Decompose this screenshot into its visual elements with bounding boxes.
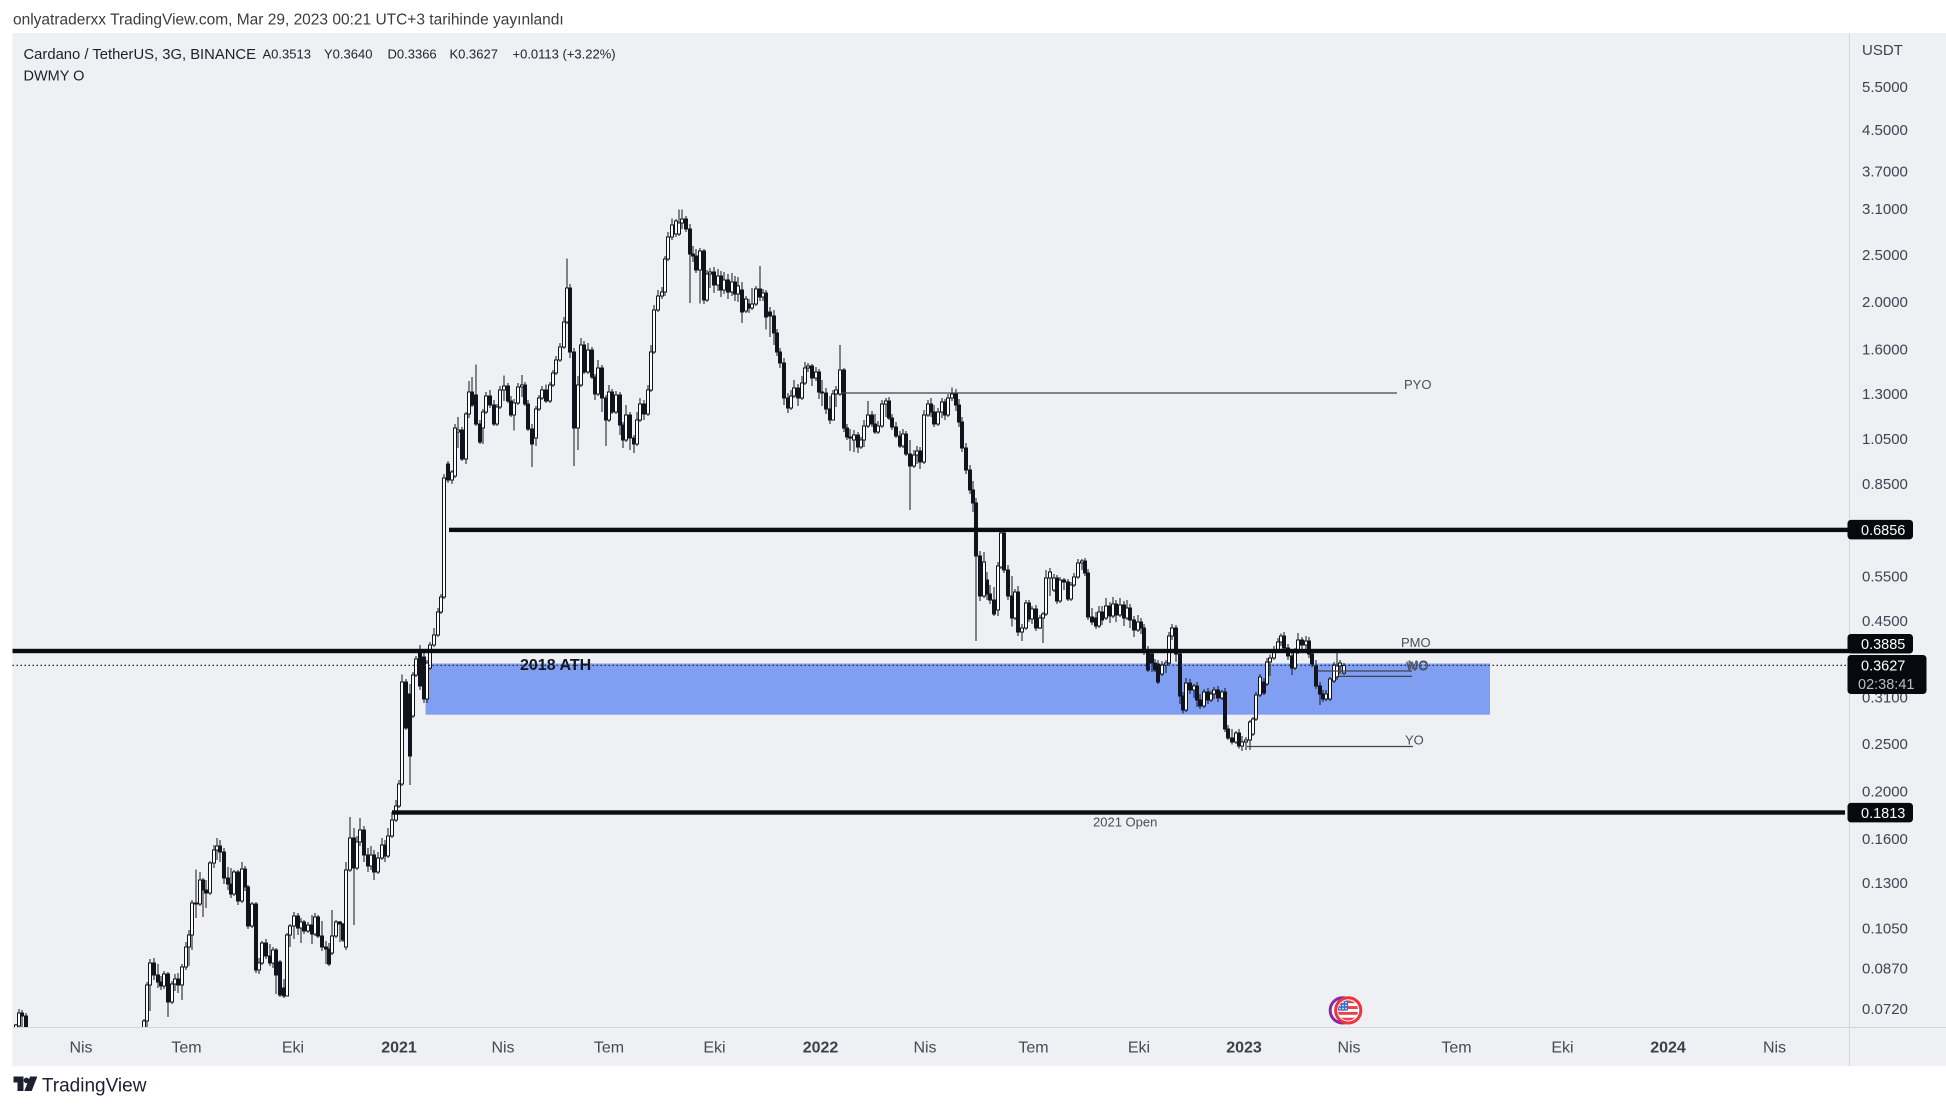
svg-text:5.5000: 5.5000 [1862,79,1908,96]
svg-text:2021 Open: 2021 Open [1093,815,1157,830]
svg-text:+0.0113 (+3.22%): +0.0113 (+3.22%) [513,47,616,62]
svg-text:Nis: Nis [491,1040,514,1057]
svg-text:A0.3513: A0.3513 [263,47,311,62]
svg-text:TradingView: TradingView [42,1076,147,1097]
svg-text:DWMY O: DWMY O [24,69,85,85]
svg-text:2024: 2024 [1650,1040,1686,1057]
svg-text:Cardano / TetherUS, 3G, BINANC: Cardano / TetherUS, 3G, BINANCE [24,47,257,63]
svg-text:Eki: Eki [1551,1040,1573,1057]
svg-text:D0.3366: D0.3366 [388,47,437,62]
svg-text:WO: WO [1406,659,1428,674]
svg-text:Tem: Tem [171,1040,201,1057]
svg-text:2022: 2022 [803,1040,839,1057]
svg-text:0.6856: 0.6856 [1861,523,1905,539]
svg-text:2.5000: 2.5000 [1862,247,1908,264]
svg-text:MO: MO [1408,658,1429,673]
svg-text:Eki: Eki [703,1040,725,1057]
svg-text:2023: 2023 [1226,1040,1262,1057]
svg-text:0.2500: 0.2500 [1862,736,1908,753]
svg-text:2.0000: 2.0000 [1862,294,1908,311]
svg-text:Nis: Nis [913,1040,936,1057]
svg-text:Tem: Tem [594,1040,624,1057]
svg-text:Tem: Tem [1441,1040,1471,1057]
svg-text:YO: YO [1405,733,1424,748]
svg-text:Tem: Tem [1018,1040,1048,1057]
svg-text:2021: 2021 [381,1040,417,1057]
svg-text:0.3885: 0.3885 [1861,637,1905,653]
svg-text:3.7000: 3.7000 [1862,164,1908,181]
svg-text:0.0870: 0.0870 [1862,961,1908,978]
svg-text:0.1813: 0.1813 [1861,806,1905,822]
svg-text:4.5000: 4.5000 [1862,122,1908,139]
svg-text:USDT: USDT [1862,42,1903,59]
svg-text:Nis: Nis [69,1040,92,1057]
svg-text:0.2000: 0.2000 [1862,784,1908,801]
svg-text:1.3000: 1.3000 [1862,386,1908,403]
svg-text:0.0720: 0.0720 [1862,1001,1908,1018]
svg-text:K0.3627: K0.3627 [450,47,498,62]
svg-text:Nis: Nis [1763,1040,1786,1057]
svg-text:1.0500: 1.0500 [1862,431,1908,448]
svg-text:0.5500: 0.5500 [1862,569,1908,586]
svg-text:Eki: Eki [1128,1040,1150,1057]
svg-text:1.6000: 1.6000 [1862,342,1908,359]
svg-text:Eki: Eki [282,1040,304,1057]
svg-text:0.1300: 0.1300 [1862,875,1908,892]
svg-text:0.8500: 0.8500 [1862,476,1908,493]
svg-text:Nis: Nis [1337,1040,1360,1057]
svg-text:Y0.3640: Y0.3640 [324,47,372,62]
svg-text:2018 ATH: 2018 ATH [520,657,591,674]
svg-text:0.3627: 0.3627 [1861,659,1905,675]
svg-text:0.4500: 0.4500 [1862,613,1908,630]
svg-text:PMO: PMO [1401,635,1431,650]
svg-text:0.1050: 0.1050 [1862,920,1908,937]
svg-text:02:38:41: 02:38:41 [1858,677,1914,693]
svg-text:onlyatraderxx TradingView.com,: onlyatraderxx TradingView.com, Mar 29, 2… [13,12,564,29]
svg-text:PYO: PYO [1404,377,1431,392]
svg-text:0.1600: 0.1600 [1862,831,1908,848]
svg-text:3.1000: 3.1000 [1862,201,1908,218]
